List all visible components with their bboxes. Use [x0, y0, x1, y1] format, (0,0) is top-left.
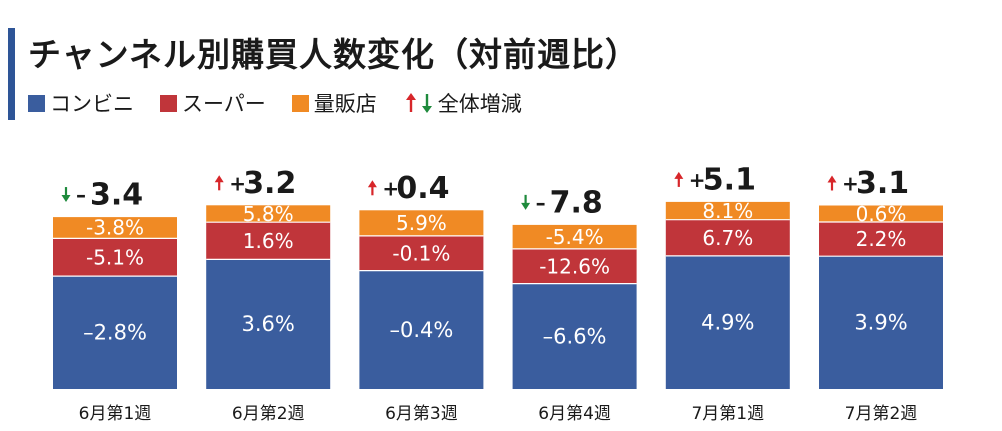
bar-segment-mass-retailer: [665, 201, 790, 220]
legend-label-supermarket: スーパー: [182, 92, 266, 116]
up-arrow-icon: [827, 175, 837, 183]
data-label-mass-retailer: 8.1%: [702, 199, 753, 223]
bar-segment-convenience: [512, 283, 637, 389]
legend-item-total-change: 全体増減: [403, 88, 522, 118]
total-change-label: +0.4: [367, 171, 450, 206]
legend-swatch-mass-retailer: [291, 94, 309, 112]
bar-segment-supermarket: [359, 235, 484, 271]
legend-swatch-supermarket: [160, 94, 177, 112]
bar-segment-convenience: [819, 256, 943, 389]
up-arrow-icon: [214, 175, 224, 183]
x-tick-label: 7月第2週: [845, 404, 918, 424]
total-change-label: +5.1: [674, 162, 756, 197]
data-label-supermarket: -0.1%: [392, 241, 450, 265]
legend-label-convenience: コンビニ: [50, 92, 134, 116]
data-label-mass-retailer: 5.9%: [396, 211, 447, 235]
bar-segment-convenience: [206, 259, 331, 389]
total-change-sign: +: [229, 171, 246, 195]
bar-segment-mass-retailer: [359, 210, 484, 236]
legend-label-total-change: 全体増減: [437, 92, 522, 116]
bar-segment-supermarket: [665, 219, 790, 256]
down-arrow-icon: [521, 202, 531, 210]
up-arrow-head: [405, 93, 416, 100]
data-label-convenience: –0.4%: [389, 318, 453, 342]
x-tick-label: 6月第3週: [385, 404, 458, 424]
title-accent-bar: [8, 28, 15, 120]
data-label-convenience: 3.6%: [242, 312, 295, 336]
x-tick-label: 6月第4週: [538, 404, 611, 424]
down-arrow-head: [421, 106, 432, 113]
x-tick-label: 7月第1週: [691, 404, 764, 424]
down-arrow-icon: [61, 195, 71, 203]
legend: コンビニ スーパー 量販店 全体増減: [28, 88, 548, 118]
bar-segment-convenience: [665, 255, 790, 389]
x-tick-label: 6月第1週: [79, 404, 152, 424]
total-change-label: –7.8: [521, 185, 603, 220]
page-title: チャンネル別購買人数変化（対前週比）: [28, 35, 640, 74]
total-change-value: 3.4: [90, 178, 143, 213]
total-change-value: 3.2: [243, 166, 296, 201]
bar-segment-convenience: [359, 270, 484, 389]
legend-item-mass-retailer: 量販店: [291, 88, 377, 118]
total-change-sign: –: [76, 183, 86, 207]
total-change-label: –3.4: [61, 178, 143, 213]
bar-segment-supermarket: [512, 248, 637, 284]
total-change-value: 7.8: [550, 185, 603, 220]
data-label-mass-retailer: 0.6%: [856, 202, 907, 226]
data-label-supermarket: 1.6%: [243, 229, 294, 253]
up-arrow-icon: [367, 180, 377, 188]
data-label-convenience: 3.9%: [854, 311, 907, 335]
up-down-arrow-svg: [405, 93, 432, 113]
data-label-supermarket: -5.1%: [86, 245, 144, 269]
data-label-convenience: –2.8%: [83, 321, 147, 345]
x-tick-label: 6月第2週: [232, 404, 305, 424]
data-label-supermarket: 2.2%: [856, 227, 907, 251]
total-change-label: +3.1: [827, 166, 909, 201]
total-change-value: 5.1: [703, 162, 756, 197]
bar-segment-supermarket: [53, 238, 177, 277]
data-label-mass-retailer: -5.4%: [546, 225, 604, 249]
data-label-convenience: –6.6%: [543, 324, 607, 348]
bar-segment-mass-retailer: [512, 224, 637, 249]
data-label-supermarket: -12.6%: [539, 254, 610, 278]
total-change-sign: +: [842, 171, 859, 195]
data-label-mass-retailer: 5.8%: [243, 202, 294, 226]
bar-segment-supermarket: [206, 222, 331, 260]
total-change-label: +3.2: [214, 166, 296, 201]
data-label-mass-retailer: -3.8%: [86, 216, 144, 240]
legend-item-supermarket: スーパー: [160, 88, 266, 118]
up-down-arrow-icon: [403, 92, 435, 114]
data-label-convenience: 4.9%: [701, 310, 754, 334]
total-change-value: 3.1: [856, 166, 909, 201]
up-arrow-icon: [674, 171, 684, 179]
bar-segment-mass-retailer: [206, 205, 331, 223]
bar-segment-mass-retailer: [819, 205, 943, 223]
data-label-supermarket: 6.7%: [702, 226, 753, 250]
total-change-sign: +: [689, 168, 706, 192]
legend-item-convenience: コンビニ: [28, 88, 134, 118]
total-change-sign: +: [382, 176, 399, 200]
bar-segment-supermarket: [819, 222, 943, 257]
total-change-value: 0.4: [396, 171, 449, 206]
bar-segment-mass-retailer: [53, 217, 177, 239]
total-change-sign: –: [536, 191, 546, 215]
legend-label-mass-retailer: 量販店: [313, 92, 377, 116]
bar-segment-convenience: [53, 276, 177, 389]
legend-swatch-convenience: [28, 94, 45, 112]
